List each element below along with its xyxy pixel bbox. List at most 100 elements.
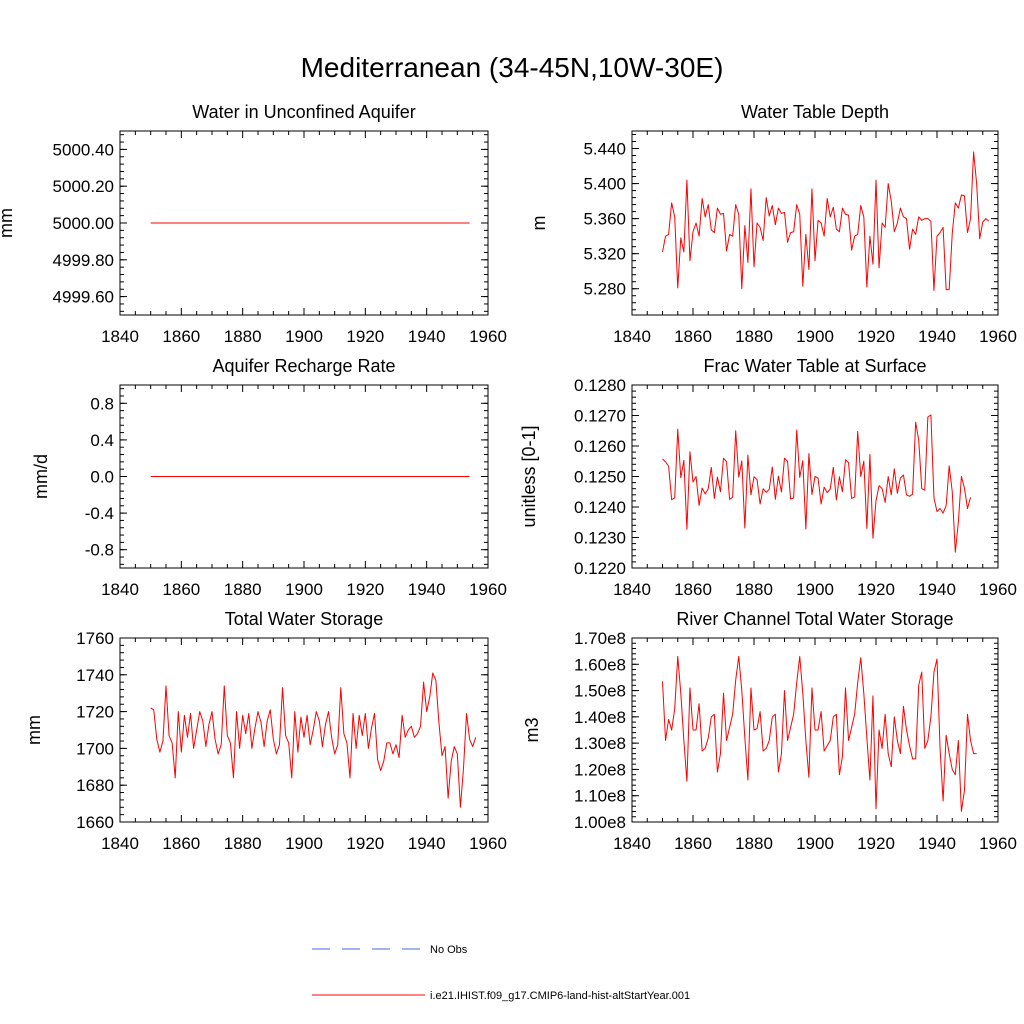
panel-river-channel-storage: River Channel Total Water Storage m3 1840 1… (522, 609, 1017, 853)
x-tick-label: 1860 (162, 580, 200, 599)
y-tick-label: 1680 (76, 776, 114, 795)
x-tick-label: 1960 (469, 834, 507, 853)
x-tick-label: 1940 (408, 580, 446, 599)
x-tick-label: 1920 (857, 327, 895, 346)
y-tick-label: 1.10e8 (574, 787, 626, 806)
y-tick-label: 1760 (76, 629, 114, 648)
x-tick-label: 1920 (857, 834, 895, 853)
x-tick-label: 1860 (674, 580, 712, 599)
x-tick-label: 1880 (735, 834, 773, 853)
x-tick-label: 1900 (285, 327, 323, 346)
x-tick-label: 1840 (613, 580, 651, 599)
x-tick-label: 1880 (224, 834, 262, 853)
x-tick-label: 1900 (796, 834, 834, 853)
y-tick-label: 1720 (76, 703, 114, 722)
x-tick-label: 1920 (346, 327, 384, 346)
y-tick-label: 1.70e8 (574, 629, 626, 648)
x-tick-label: 1960 (469, 580, 507, 599)
x-tick-label: 1960 (979, 580, 1017, 599)
y-tick-label: 1.60e8 (574, 655, 626, 674)
panel-aquifer-recharge-rate: Aquifer Recharge Rate mm/d 1840 1860 1880 190… (31, 356, 507, 599)
y-axis-label: unitless [0-1] (519, 425, 539, 527)
x-tick-label: 1940 (918, 834, 956, 853)
y-axis-label: mm (0, 208, 16, 238)
series-line (662, 414, 972, 553)
x-tick-label: 1900 (285, 580, 323, 599)
x-tick-label: 1940 (408, 834, 446, 853)
x-tick-label: 1920 (346, 834, 384, 853)
x-tick-label: 1900 (796, 580, 834, 599)
x-tick-label: 1880 (735, 327, 773, 346)
x-tick-label: 1920 (857, 580, 895, 599)
x-tick-label: 1840 (101, 580, 139, 599)
x-tick-label: 1940 (918, 580, 956, 599)
plot-frame (119, 637, 489, 823)
x-tick-label: 1840 (613, 834, 651, 853)
x-tick-label: 1880 (224, 327, 262, 346)
x-tick-label: 1860 (674, 834, 712, 853)
y-axis-label: m3 (522, 717, 542, 742)
y-tick-label: 1700 (76, 739, 114, 758)
series-line (662, 151, 990, 291)
x-tick-label: 1860 (674, 327, 712, 346)
x-tick-label: 1860 (162, 327, 200, 346)
y-tick-label: 5.280 (583, 280, 626, 299)
series-line (150, 672, 477, 808)
panel-water-table-depth: Water Table Depth m 1840 1860 1880 1900 1920 19… (529, 102, 1017, 346)
y-tick-label: 4999.60 (53, 288, 114, 307)
panel-total-water-storage: Total Water Storage mm 1840 1860 1880 1900 192… (24, 609, 507, 853)
x-tick-label: 1940 (918, 327, 956, 346)
x-tick-label: 1860 (162, 834, 200, 853)
y-axis-label: m (529, 216, 549, 231)
panel-title: Aquifer Recharge Rate (212, 356, 395, 376)
y-tick-label: 5.440 (583, 140, 626, 159)
y-tick-label: 1.20e8 (574, 760, 626, 779)
y-tick-label: 1740 (76, 666, 114, 685)
y-tick-label: 1.30e8 (574, 734, 626, 753)
y-tick-label: 0.1250 (574, 468, 626, 487)
panel-title: Water Table Depth (741, 102, 889, 122)
y-tick-label: 5.400 (583, 175, 626, 194)
y-tick-label: 0.1240 (574, 498, 626, 517)
y-tick-label: 0.0 (90, 468, 114, 487)
y-tick-label: 5.320 (583, 245, 626, 264)
y-tick-label: 1.40e8 (574, 708, 626, 727)
y-tick-label: 5.360 (583, 210, 626, 229)
y-tick-label: 1.00e8 (574, 813, 626, 832)
x-tick-label: 1840 (101, 327, 139, 346)
y-tick-label: 4999.80 (53, 251, 114, 270)
plot-frame (631, 130, 999, 316)
x-tick-label: 1960 (979, 327, 1017, 346)
panel-title: Total Water Storage (225, 609, 383, 629)
x-tick-label: 1960 (979, 834, 1017, 853)
y-tick-label: 0.1280 (574, 376, 626, 395)
panel-title: Frac Water Table at Surface (703, 356, 926, 376)
legend-model-label: i.e21.IHIST.f09_g17.CMIP6-land-hist-altS… (430, 990, 690, 1002)
x-tick-label: 1840 (613, 327, 651, 346)
y-tick-label: 5000.40 (53, 140, 114, 159)
x-tick-label: 1880 (224, 580, 262, 599)
panel-title: River Channel Total Water Storage (676, 609, 953, 629)
y-tick-label: 1660 (76, 813, 114, 832)
series-line (662, 655, 977, 812)
y-tick-label: 5000.00 (53, 214, 114, 233)
x-tick-label: 1920 (346, 580, 384, 599)
y-tick-label: 0.1220 (574, 559, 626, 578)
legend-obs-label: No Obs (430, 944, 468, 956)
y-axis-label: mm/d (31, 454, 51, 499)
panel-water-unconfined-aquifer: Water in Unconfined Aquifer mm 1840 1860 188… (0, 102, 507, 346)
y-axis-label: mm (24, 715, 44, 745)
y-tick-label: 0.1230 (574, 529, 626, 548)
y-tick-label: 0.1270 (574, 407, 626, 426)
x-tick-label: 1900 (285, 834, 323, 853)
y-tick-label: 0.1260 (574, 437, 626, 456)
page-title: Mediterranean (34-45N,10W-30E) (300, 52, 724, 83)
x-tick-label: 1900 (796, 327, 834, 346)
x-tick-label: 1840 (101, 834, 139, 853)
y-tick-label: 5000.20 (53, 177, 114, 196)
y-tick-label: -0.8 (85, 541, 114, 560)
panel-title: Water in Unconfined Aquifer (192, 102, 415, 122)
x-tick-label: 1880 (735, 580, 773, 599)
y-tick-label: -0.4 (85, 504, 114, 523)
